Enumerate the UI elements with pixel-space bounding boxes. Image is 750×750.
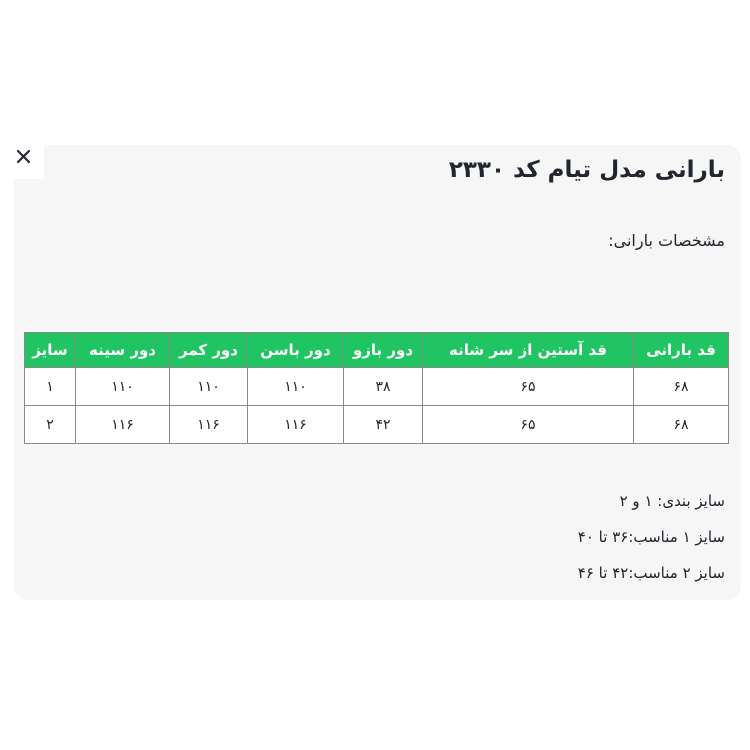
cell-sleeve-from-shoulder: ۶۵: [422, 367, 634, 406]
spec-section-label: مشخصات بارانی:: [608, 231, 725, 250]
col-chest-circumference: دور سینه: [75, 332, 170, 368]
size-spec-table: قد بارانی قد آستین از سر شانه دور بازو د…: [24, 332, 729, 444]
cell-sleeve-from-shoulder: ۶۵: [422, 405, 634, 444]
col-waist-circumference: دور کمر: [169, 332, 248, 368]
cell-hip-circumference: ۱۱۶: [247, 405, 344, 444]
size-note: سایز بندی: ۱ و ۲: [619, 492, 725, 510]
size-note: سایز ۱ مناسب:۳۶ تا ۴۰: [577, 528, 725, 546]
size-note: سایز ۲ مناسب:۴۲ تا ۴۶: [577, 564, 725, 582]
col-arm-circumference: دور بازو: [343, 332, 423, 368]
cell-waist-circumference: ۱۱۰: [169, 367, 248, 406]
col-size: سایز: [24, 332, 76, 368]
cell-coat-length: ۶۸: [633, 367, 729, 406]
cell-arm-circumference: ۴۲: [343, 405, 423, 444]
cell-chest-circumference: ۱۱۰: [75, 367, 170, 406]
col-hip-circumference: دور باسن: [247, 332, 344, 368]
cell-size: ۲: [24, 405, 76, 444]
cell-chest-circumference: ۱۱۶: [75, 405, 170, 444]
col-sleeve-from-shoulder: قد آستین از سر شانه: [422, 332, 634, 368]
cell-arm-circumference: ۳۸: [343, 367, 423, 406]
col-coat-length: قد بارانی: [633, 332, 729, 368]
cell-coat-length: ۶۸: [633, 405, 729, 444]
page-title: بارانی مدل تیام کد ۲۳۳۰: [448, 157, 725, 183]
cell-size: ۱: [24, 367, 76, 406]
cell-waist-circumference: ۱۱۶: [169, 405, 248, 444]
close-button[interactable]: [14, 145, 44, 179]
cell-hip-circumference: ۱۱۰: [247, 367, 344, 406]
table-row: ۶۸ ۶۵ ۳۸ ۱۱۰ ۱۱۰ ۱۱۰ ۱: [24, 367, 729, 406]
table-header-row: قد بارانی قد آستین از سر شانه دور بازو د…: [24, 332, 729, 368]
table-row: ۶۸ ۶۵ ۴۲ ۱۱۶ ۱۱۶ ۱۱۶ ۲: [24, 405, 729, 444]
close-icon: [16, 149, 31, 164]
